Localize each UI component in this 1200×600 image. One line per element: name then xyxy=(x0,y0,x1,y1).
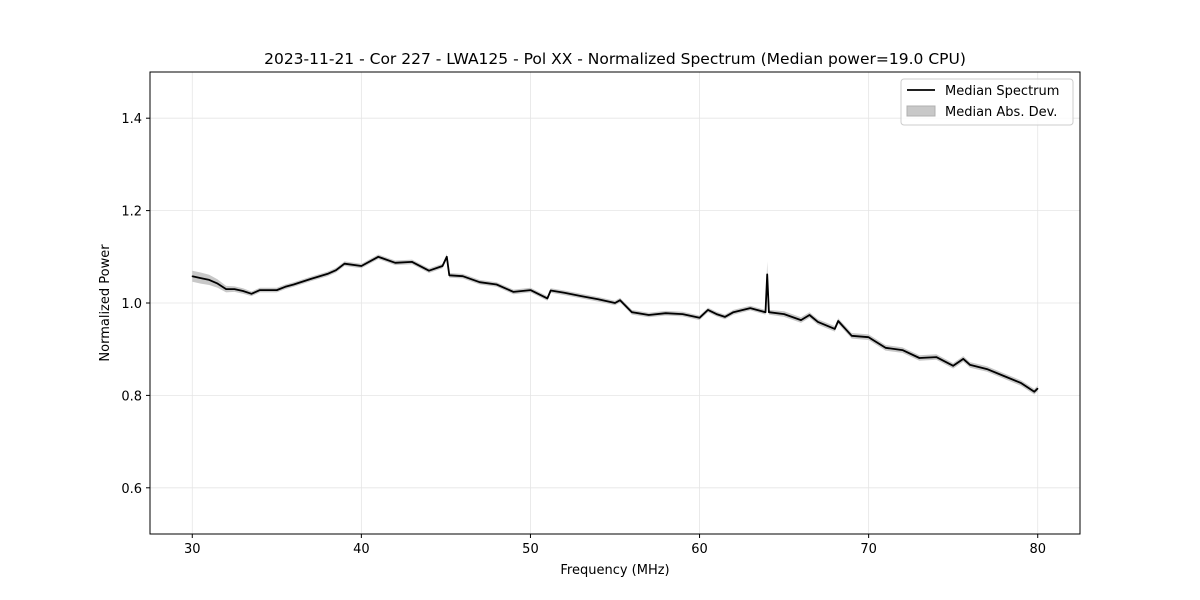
data-point xyxy=(360,265,362,267)
data-point xyxy=(619,299,621,301)
mad-band-area xyxy=(192,254,1038,395)
x-tick-label: 70 xyxy=(860,542,877,557)
legend-box xyxy=(900,78,1074,126)
data-point xyxy=(191,275,193,277)
data-point xyxy=(665,312,667,314)
data-point xyxy=(614,302,616,304)
data-point xyxy=(1033,391,1035,393)
data-point xyxy=(293,283,295,286)
data-point xyxy=(764,311,767,313)
data-point xyxy=(834,328,836,330)
data-point xyxy=(377,256,379,258)
data-point xyxy=(233,288,236,290)
median-spectrum-path xyxy=(192,255,1039,393)
data-point xyxy=(1003,375,1005,377)
data-point xyxy=(986,368,988,370)
data-point xyxy=(724,316,726,318)
legend-band-swatch xyxy=(906,105,936,117)
data-point xyxy=(343,263,346,265)
data-point xyxy=(1020,382,1022,384)
data-point xyxy=(208,279,210,281)
data-point xyxy=(546,297,548,299)
data-point xyxy=(496,283,498,286)
data-point xyxy=(682,313,684,315)
data-point xyxy=(837,320,839,322)
data-point xyxy=(276,289,278,291)
data-point xyxy=(732,311,734,313)
data-point xyxy=(901,349,904,351)
data-point xyxy=(441,265,444,267)
data-point xyxy=(808,314,811,316)
y-tick-label: 0.6 xyxy=(121,482,142,497)
x-axis-label: Frequency (MHz) xyxy=(560,563,669,578)
data-point xyxy=(479,281,481,283)
data-point xyxy=(550,289,552,292)
chart-title: 2023-11-21 - Cor 227 - LWA125 - Pol XX -… xyxy=(264,50,966,68)
y-tick-label: 0.8 xyxy=(121,389,142,404)
data-point xyxy=(512,291,515,293)
data-point xyxy=(952,365,954,367)
data-point xyxy=(217,282,219,285)
median-spectrum-line xyxy=(191,255,1039,393)
data-point xyxy=(783,313,785,315)
legend: Median Spectrum Median Abs. Dev. xyxy=(900,78,1074,126)
x-tick-label: 40 xyxy=(353,542,370,557)
data-point xyxy=(800,319,802,321)
data-point xyxy=(394,262,396,264)
data-point xyxy=(335,269,337,271)
data-point xyxy=(225,288,227,290)
data-point xyxy=(284,286,286,288)
y-axis-label: Normalized Power xyxy=(98,244,113,362)
data-point xyxy=(428,270,430,272)
x-tick-label: 60 xyxy=(691,542,708,557)
x-tick-label: 80 xyxy=(1029,542,1046,557)
data-point xyxy=(707,309,709,311)
data-point xyxy=(884,347,887,349)
y-tick-label: 1.4 xyxy=(121,112,142,127)
x-tick-label: 30 xyxy=(184,542,201,557)
data-point xyxy=(851,335,853,337)
x-tick-label: 50 xyxy=(522,542,539,557)
y-axis-ticks: 0.6 0.8 1.0 1.2 1.4 xyxy=(121,112,150,497)
data-point xyxy=(648,314,650,316)
mad-band xyxy=(192,254,1038,395)
data-point xyxy=(446,256,448,258)
data-point xyxy=(326,273,329,275)
data-point xyxy=(580,295,582,297)
legend-median-spectrum: Median Spectrum xyxy=(945,84,1059,99)
data-point xyxy=(1037,387,1039,390)
data-point xyxy=(462,275,464,277)
data-point xyxy=(715,313,718,315)
y-tick-label: 1.0 xyxy=(121,297,142,312)
data-point xyxy=(935,356,937,358)
data-point xyxy=(242,290,244,292)
data-point xyxy=(310,278,312,280)
data-point xyxy=(411,261,413,263)
data-point xyxy=(749,307,751,309)
y-tick-label: 1.2 xyxy=(121,205,142,220)
data-point xyxy=(563,292,565,294)
data-point xyxy=(918,357,920,359)
data-point xyxy=(529,289,532,291)
data-point xyxy=(698,317,701,319)
data-point xyxy=(817,321,819,323)
data-point xyxy=(768,311,770,313)
data-point xyxy=(200,277,202,279)
data-point xyxy=(868,336,870,338)
data-point xyxy=(259,289,261,291)
data-point xyxy=(766,273,768,275)
x-axis-ticks: 30 40 50 60 70 80 xyxy=(184,534,1046,557)
data-point xyxy=(597,298,599,300)
data-point xyxy=(962,358,964,360)
data-point xyxy=(631,311,633,313)
data-point xyxy=(448,274,450,276)
legend-median-abs-dev: Median Abs. Dev. xyxy=(945,105,1057,120)
data-point xyxy=(250,293,253,295)
data-point xyxy=(969,364,971,366)
